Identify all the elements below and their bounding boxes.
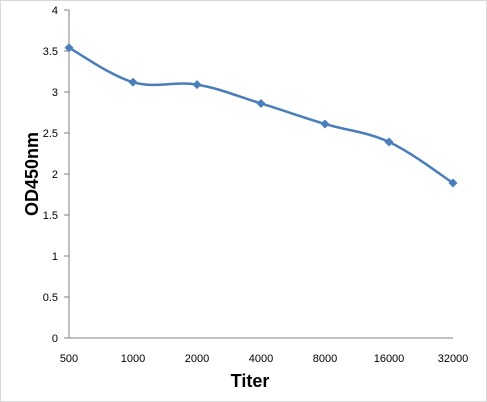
data-point [384, 137, 394, 147]
data-point [320, 119, 330, 129]
y-tick-label: 0 [52, 333, 58, 345]
x-tick-labels: 500 1000 2000 4000 8000 16000 32000 [60, 353, 468, 365]
data-point [64, 43, 74, 53]
data-point [256, 98, 266, 108]
x-tick-label: 2000 [185, 353, 209, 365]
x-axis-title: Titer [231, 371, 270, 391]
y-axis-title: OD450nm [22, 132, 42, 216]
y-tick-label: 4 [52, 5, 58, 17]
x-tick-label: 1000 [121, 353, 145, 365]
data-point [448, 178, 458, 188]
x-tick-label: 4000 [249, 353, 273, 365]
x-tick-label: 32000 [438, 353, 469, 365]
x-tick-label: 500 [60, 353, 78, 365]
data-point [192, 80, 202, 90]
axes [64, 9, 453, 339]
y-tick-label: 0.5 [43, 292, 58, 304]
y-tick-label: 3.5 [43, 46, 58, 58]
y-tick-labels: 0 0.5 1 1.5 2 2.5 3 3.5 4 [43, 5, 58, 345]
x-tick-label: 16000 [374, 353, 405, 365]
y-tick-label: 3 [52, 87, 58, 99]
data-point [128, 77, 138, 87]
y-tick-label: 1.5 [43, 210, 58, 222]
x-tick-label: 8000 [313, 353, 337, 365]
series-line [68, 46, 454, 185]
series-group [64, 43, 458, 188]
y-tick-label: 2.5 [43, 128, 58, 140]
y-tick-label: 2 [52, 169, 58, 181]
y-tick-label: 1 [52, 251, 58, 263]
